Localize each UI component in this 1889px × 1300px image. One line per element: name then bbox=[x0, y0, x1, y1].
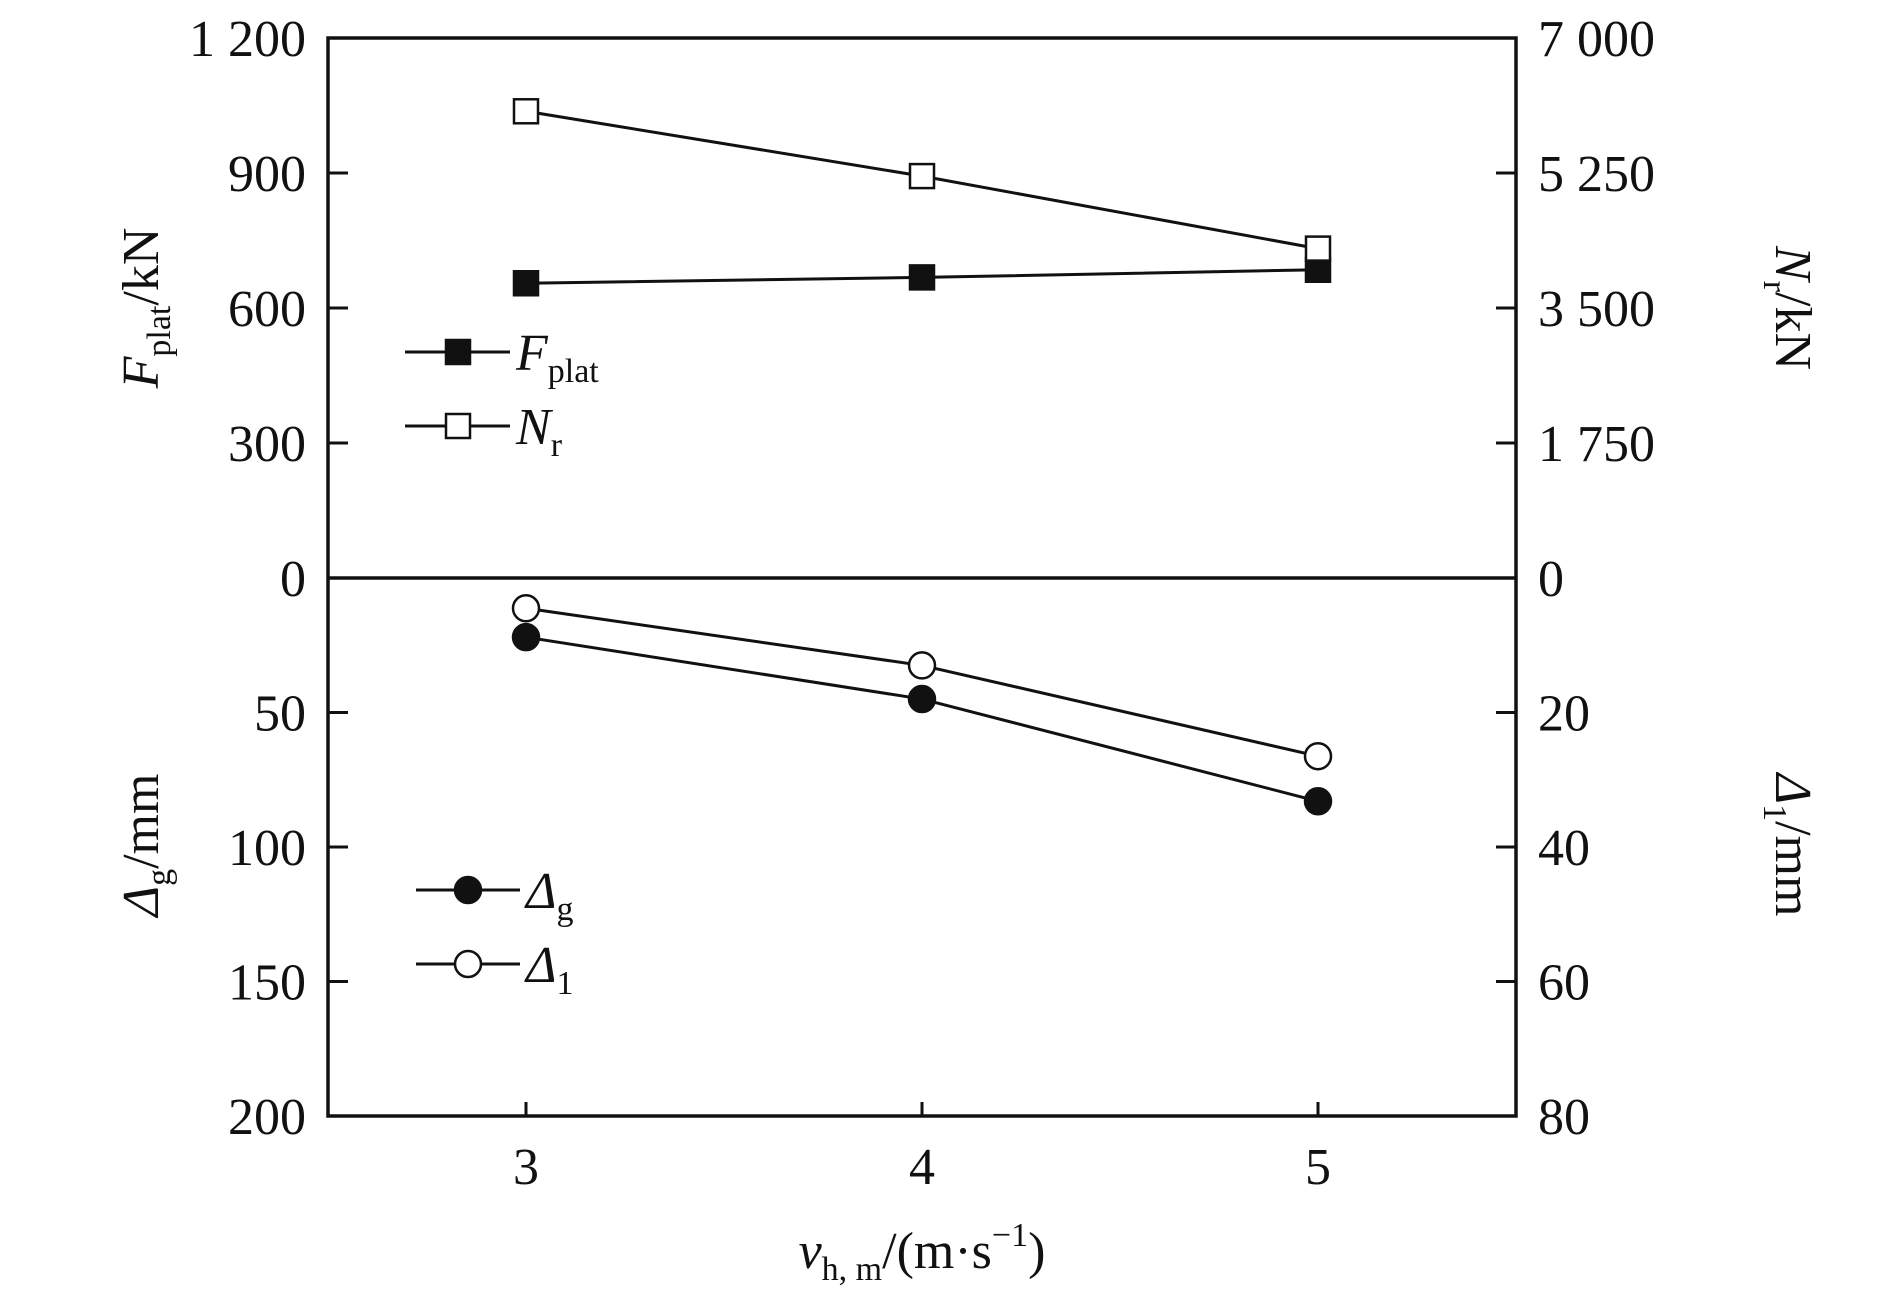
legend-item-delta-g: Δg bbox=[416, 863, 574, 928]
legend-marker-filled-square bbox=[444, 338, 472, 366]
top-left-tick-label: 300 bbox=[228, 416, 306, 473]
top-left-tick-label: 900 bbox=[228, 146, 306, 203]
top-right-tick-label: 1 750 bbox=[1538, 416, 1655, 473]
top-left-axis-title: Fplat/kN bbox=[113, 228, 178, 390]
bottom-left-tick-label: 100 bbox=[228, 820, 306, 877]
top-left-tick-label: 1 200 bbox=[189, 11, 306, 68]
top-right-tick-label: 5 250 bbox=[1538, 146, 1655, 203]
data-point bbox=[512, 98, 540, 125]
top-right-tick-label: 0 bbox=[1538, 551, 1564, 608]
legend-item-fplat: Fplat bbox=[405, 325, 599, 390]
x-tick-label: 5 bbox=[1305, 1139, 1331, 1196]
top-right-tick-label: 3 500 bbox=[1538, 281, 1655, 338]
legend-label-nr: Nr bbox=[515, 399, 563, 464]
data-point bbox=[511, 594, 541, 623]
legend-label-delta-g: Δg bbox=[524, 863, 574, 928]
bottom-left-axis-title: Δg/mm bbox=[113, 774, 178, 919]
legend-label-delta-1: Δ1 bbox=[524, 937, 574, 1002]
top-left-tick-label: 0 bbox=[280, 551, 306, 608]
bottom-right-tick-label: 40 bbox=[1538, 820, 1590, 877]
top-left-tick-label: 600 bbox=[228, 281, 306, 338]
bottom-left-tick-label: 50 bbox=[254, 686, 306, 743]
data-point bbox=[907, 684, 937, 714]
bottom-left-tick-label: 150 bbox=[228, 955, 306, 1012]
legend-item-delta-1: Δ1 bbox=[416, 937, 574, 1002]
x-axis-title: vh, m/(m·s−1) bbox=[799, 1217, 1046, 1288]
data-point bbox=[908, 264, 936, 291]
series-layer bbox=[511, 98, 1333, 816]
legend-top: Fplat Nr bbox=[405, 325, 599, 464]
legend-marker-open-circle bbox=[453, 949, 483, 979]
data-point bbox=[512, 270, 540, 297]
data-point bbox=[1303, 741, 1333, 771]
legend-marker-open-square bbox=[444, 412, 472, 440]
series-line bbox=[525, 606, 1319, 758]
x-tick-label: 3 bbox=[513, 1139, 539, 1196]
bottom-right-axis-title: Δ1/mm bbox=[1756, 772, 1821, 917]
data-point bbox=[1303, 787, 1333, 816]
bottom-right-tick-label: 60 bbox=[1538, 955, 1590, 1012]
legend-label-fplat: Fplat bbox=[515, 325, 599, 390]
legend-item-nr: Nr bbox=[405, 399, 563, 464]
data-point bbox=[908, 162, 936, 190]
legend-marker-filled-circle bbox=[453, 875, 483, 905]
bottom-right-tick-label: 80 bbox=[1538, 1089, 1590, 1146]
top-right-tick-label: 7 000 bbox=[1538, 11, 1655, 68]
x-tick-label: 4 bbox=[909, 1139, 935, 1196]
legend-bottom: Δg Δ1 bbox=[416, 863, 574, 1002]
bottom-right-tick-label: 20 bbox=[1538, 686, 1590, 743]
data-point bbox=[511, 622, 541, 652]
data-point bbox=[1304, 235, 1332, 262]
data-point bbox=[907, 651, 937, 680]
top-right-axis-title: Nr/kN bbox=[1756, 245, 1821, 370]
bottom-left-tick-label: 200 bbox=[228, 1089, 306, 1146]
